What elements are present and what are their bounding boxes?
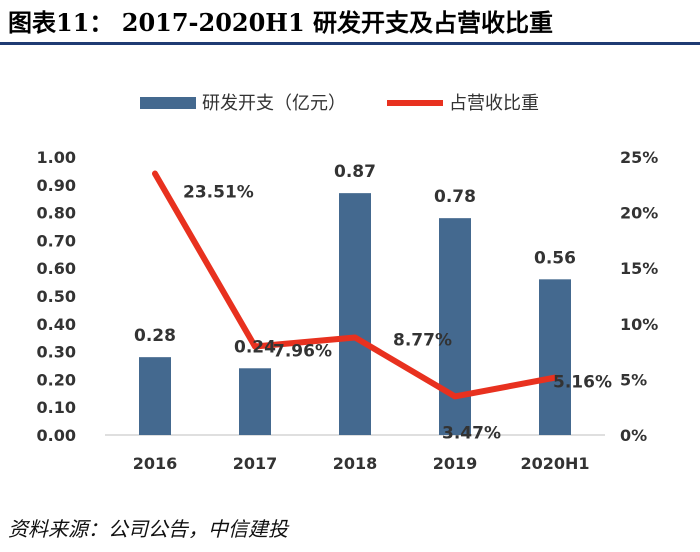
right-axis-tick-label: 15% bbox=[620, 259, 658, 278]
bar bbox=[539, 279, 571, 435]
data-labels: 0.28 0.24 0.87 0.78 0.56 23.51% 7.96% 8.77% 3.47… bbox=[134, 162, 612, 443]
line-data-label: 5.16% bbox=[553, 373, 612, 393]
title-rule bbox=[0, 42, 700, 45]
bar-data-label: 0.56 bbox=[534, 248, 576, 268]
line-data-label: 23.51% bbox=[183, 183, 254, 203]
line-point bbox=[454, 395, 456, 397]
left-axis-tick-label: 0.30 bbox=[37, 343, 76, 362]
bar bbox=[439, 218, 471, 435]
x-axis-tick-label: 2017 bbox=[233, 454, 278, 473]
bar-data-label: 0.24 bbox=[234, 337, 276, 357]
left-axis-tick-label: 0.80 bbox=[37, 204, 76, 223]
left-axis-tick-label: 1.00 bbox=[37, 148, 76, 167]
x-axis-tick-label: 2018 bbox=[333, 454, 378, 473]
bar bbox=[339, 193, 371, 435]
line-data-label: 7.96% bbox=[273, 341, 332, 361]
right-axis-tick-label: 10% bbox=[620, 315, 658, 334]
legend-label-line: 占营收比重 bbox=[449, 93, 539, 114]
bar bbox=[139, 357, 171, 435]
bar bbox=[239, 368, 271, 435]
bar-data-label: 0.78 bbox=[434, 187, 476, 207]
line-point bbox=[254, 345, 256, 347]
right-axis-tick-label: 20% bbox=[620, 204, 658, 223]
left-axis-tick-label: 0.00 bbox=[37, 426, 76, 445]
right-axis-tick-label: 5% bbox=[620, 370, 647, 389]
line-data-label: 3.47% bbox=[442, 423, 501, 443]
left-axis-tick-label: 0.60 bbox=[37, 259, 76, 278]
x-axis-tick-label: 2016 bbox=[133, 454, 178, 473]
bar-series bbox=[139, 193, 571, 435]
left-axis-tick-label: 0.20 bbox=[37, 370, 76, 389]
axes: 0.00 0.10 0.20 0.30 0.40 0.50 0.60 0.70 0.80 0.90… bbox=[37, 148, 659, 473]
left-axis-tick-label: 0.50 bbox=[37, 287, 76, 306]
left-axis-tick-label: 0.40 bbox=[37, 315, 76, 334]
line-data-label: 8.77% bbox=[393, 330, 452, 350]
left-axis-tick-label: 0.70 bbox=[37, 231, 76, 250]
x-axis-tick-label: 2020H1 bbox=[520, 454, 589, 473]
bar-data-label: 0.28 bbox=[134, 326, 176, 346]
chart: 研发开支（亿元） 占营收比重 0.000.100.200.300.400.500.… bbox=[37, 93, 659, 473]
source-note: 资料来源：公司公告，中信建投 bbox=[8, 517, 288, 541]
line-series bbox=[152, 170, 558, 400]
x-axis-tick-label: 2019 bbox=[433, 454, 478, 473]
legend-swatch-bar bbox=[140, 97, 196, 109]
left-axis-tick-label: 0.10 bbox=[37, 398, 76, 417]
line-point bbox=[554, 377, 556, 379]
right-axis-tick-label: 0% bbox=[620, 426, 647, 445]
bar-data-label: 0.87 bbox=[334, 162, 376, 182]
right-axis-tick-label: 25% bbox=[620, 148, 658, 167]
line-point bbox=[154, 173, 156, 175]
left-axis-tick-label: 0.90 bbox=[37, 176, 76, 195]
figure-title: 图表11： 2017-2020H1 研发开支及占营收比重 bbox=[8, 8, 554, 37]
line-point bbox=[354, 336, 356, 338]
legend-label-bar: 研发开支（亿元） bbox=[202, 93, 346, 114]
legend: 研发开支（亿元） 占营收比重 bbox=[140, 93, 539, 114]
